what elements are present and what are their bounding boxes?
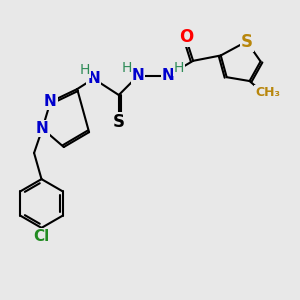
- Text: H: H: [174, 61, 184, 75]
- Text: N: N: [44, 94, 57, 110]
- Text: O: O: [179, 28, 194, 46]
- Text: N: N: [132, 68, 145, 83]
- Text: H: H: [80, 63, 90, 77]
- Text: S: S: [113, 113, 125, 131]
- Text: N: N: [161, 68, 174, 83]
- Text: N: N: [87, 71, 100, 86]
- Text: H: H: [122, 61, 132, 75]
- Text: CH₃: CH₃: [255, 85, 280, 98]
- Text: S: S: [241, 32, 253, 50]
- Text: Cl: Cl: [33, 229, 50, 244]
- Text: N: N: [36, 121, 49, 136]
